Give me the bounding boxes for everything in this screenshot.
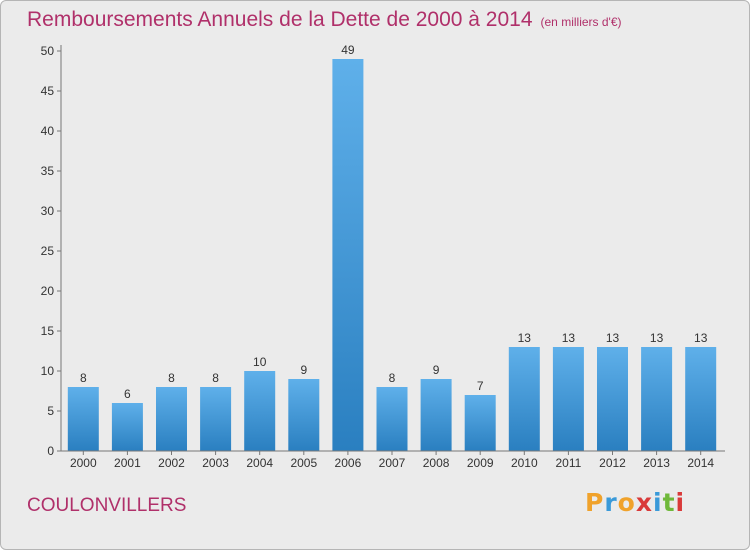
y-tick-label-20: 20 [41,284,55,298]
bar-2001 [111,403,143,451]
y-tick-label-50: 50 [41,44,55,58]
bar-2006 [332,59,364,451]
x-tick-label-2006: 2006 [335,456,362,470]
y-tick-label-0: 0 [47,444,54,458]
x-tick-label-2008: 2008 [423,456,450,470]
value-label-2007: 8 [389,371,396,385]
value-label-2006: 49 [341,43,355,57]
proxiti-logo: Proxiti [585,488,686,517]
commune-name: COULONVILLERS [27,495,187,516]
x-tick-label-2009: 2009 [467,456,494,470]
bar-2002 [156,387,187,451]
title-unit: (en milliers d'€) [540,15,622,29]
value-label-2003: 8 [212,371,219,385]
x-tick-label-2010: 2010 [511,456,538,470]
y-tick-label-25: 25 [41,244,55,258]
bar-2004 [244,371,276,451]
value-label-2013: 13 [650,331,664,345]
x-tick-label-2001: 2001 [114,456,141,470]
y-tick-label-40: 40 [41,124,55,138]
value-label-2008: 9 [433,363,440,377]
bar-2012 [597,347,628,451]
x-tick-label-2004: 2004 [246,456,273,470]
y-tick-label-15: 15 [41,324,55,338]
value-label-2011: 13 [562,331,576,345]
y-tick-label-10: 10 [41,364,55,378]
value-label-2002: 8 [168,371,175,385]
y-tick-label-5: 5 [47,404,54,418]
bar-2014 [685,347,717,451]
bar-2000 [67,387,99,451]
bar-2009 [464,395,496,451]
x-tick-label-2011: 2011 [555,456,581,470]
value-label-2012: 13 [606,331,620,345]
x-tick-label-2000: 2000 [70,456,97,470]
y-tick-label-45: 45 [41,84,55,98]
x-tick-label-2003: 2003 [202,456,229,470]
value-label-2009: 7 [477,379,484,393]
y-tick-label-35: 35 [41,164,55,178]
x-tick-label-2007: 2007 [379,456,406,470]
value-label-2000: 8 [80,371,87,385]
x-tick-label-2005: 2005 [290,456,317,470]
bar-2007 [376,387,408,451]
bar-2010 [508,347,540,451]
chart-title: Remboursements Annuels de la Dette de 20… [27,8,622,32]
bar-2013 [641,347,673,451]
x-tick-label-2013: 2013 [643,456,670,470]
value-label-2010: 13 [518,331,532,345]
title-main: Remboursements Annuels de la Dette de 20… [27,8,533,31]
value-label-2014: 13 [694,331,708,345]
value-label-2001: 6 [124,387,131,401]
bar-2011 [552,347,584,451]
x-tick-label-2002: 2002 [158,456,185,470]
bar-2003 [200,387,232,451]
x-tick-label-2012: 2012 [599,456,626,470]
bar-2005 [288,379,320,451]
value-label-2004: 10 [253,355,267,369]
bar-2008 [420,379,452,451]
value-label-2005: 9 [300,363,307,377]
x-tick-label-2014: 2014 [687,456,714,470]
y-tick-label-30: 30 [41,204,55,218]
